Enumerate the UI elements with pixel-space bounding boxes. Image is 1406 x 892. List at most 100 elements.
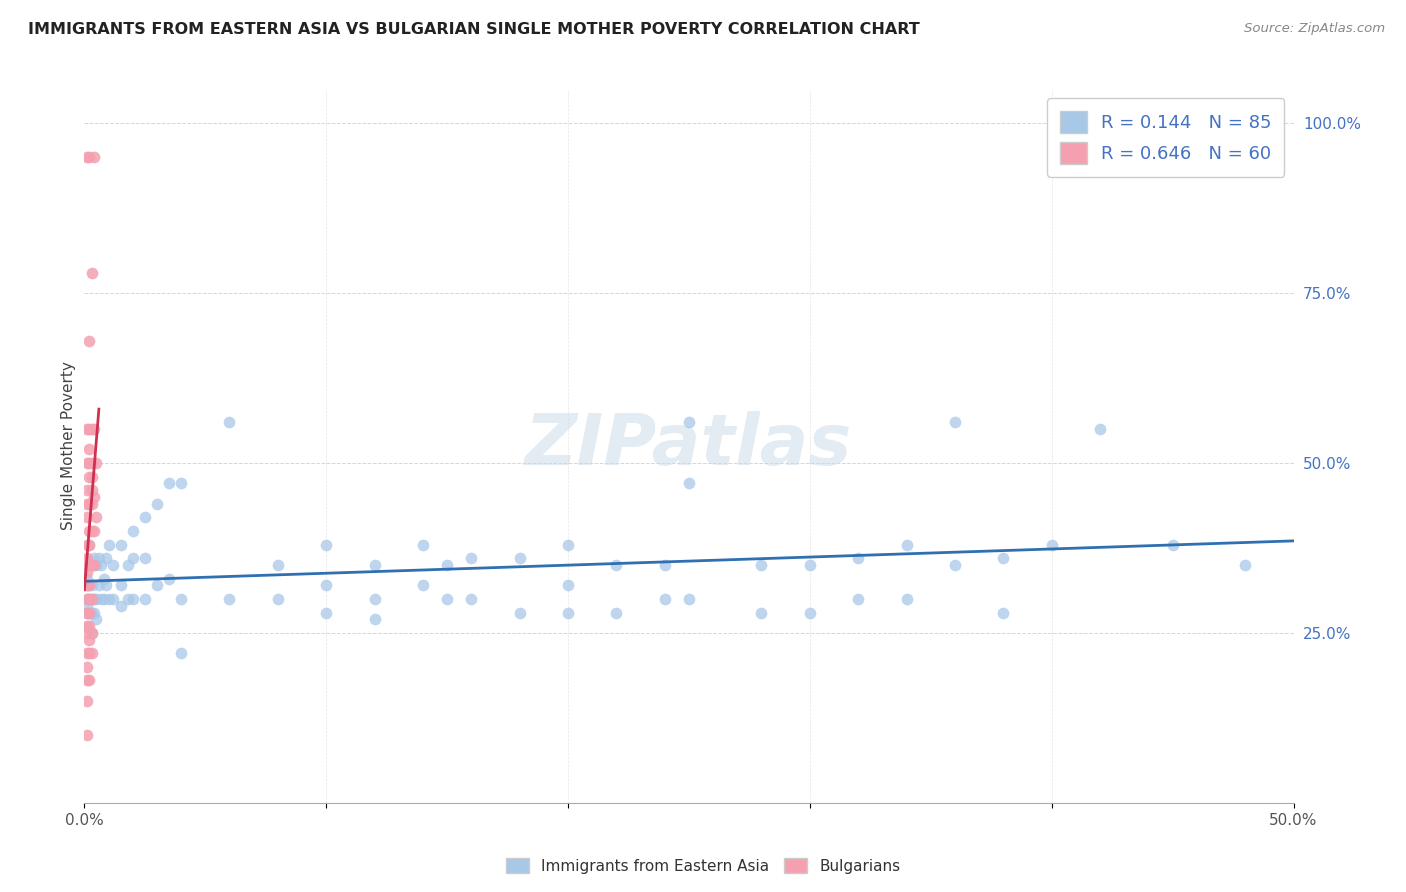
Point — [170, 476, 193, 491]
Point — [103, 591, 125, 606]
Point — [846, 591, 869, 606]
Point — [557, 578, 579, 592]
Point — [218, 591, 240, 606]
Point — [315, 606, 337, 620]
Point — [117, 591, 139, 606]
Point — [1088, 422, 1111, 436]
Point — [76, 660, 98, 674]
Point — [678, 415, 700, 429]
Point — [315, 578, 337, 592]
Text: ZIPatlas: ZIPatlas — [526, 411, 852, 481]
Y-axis label: Single Mother Poverty: Single Mother Poverty — [60, 361, 76, 531]
Point — [80, 497, 103, 511]
Point — [460, 591, 482, 606]
Point — [77, 619, 100, 633]
Point — [557, 537, 579, 551]
Point — [121, 524, 143, 538]
Point — [76, 537, 98, 551]
Point — [121, 551, 143, 566]
Point — [77, 578, 100, 592]
Point — [157, 572, 180, 586]
Point — [76, 591, 98, 606]
Point — [654, 591, 676, 606]
Point — [1040, 537, 1063, 551]
Point — [218, 415, 240, 429]
Point — [77, 673, 100, 688]
Point — [436, 591, 458, 606]
Point — [170, 646, 193, 660]
Point — [80, 422, 103, 436]
Point — [90, 591, 112, 606]
Point — [993, 606, 1015, 620]
Point — [77, 537, 100, 551]
Point — [83, 150, 105, 164]
Point — [77, 558, 100, 572]
Point — [943, 558, 966, 572]
Point — [157, 476, 180, 491]
Point — [460, 551, 482, 566]
Point — [87, 578, 110, 592]
Point — [83, 551, 105, 566]
Point — [605, 558, 627, 572]
Point — [121, 591, 143, 606]
Point — [110, 537, 132, 551]
Point — [94, 551, 117, 566]
Point — [76, 619, 98, 633]
Point — [363, 612, 385, 626]
Point — [509, 551, 531, 566]
Point — [76, 551, 98, 566]
Point — [86, 612, 108, 626]
Point — [77, 469, 100, 483]
Point — [76, 565, 98, 579]
Point — [83, 591, 105, 606]
Text: IMMIGRANTS FROM EASTERN ASIA VS BULGARIAN SINGLE MOTHER POVERTY CORRELATION CHAR: IMMIGRANTS FROM EASTERN ASIA VS BULGARIA… — [28, 22, 920, 37]
Point — [315, 537, 337, 551]
Point — [77, 632, 100, 647]
Point — [93, 591, 115, 606]
Point — [97, 537, 120, 551]
Point — [799, 606, 821, 620]
Point — [436, 558, 458, 572]
Point — [80, 558, 103, 572]
Point — [76, 626, 98, 640]
Point — [76, 646, 98, 660]
Point — [76, 578, 98, 592]
Point — [76, 673, 98, 688]
Point — [77, 646, 100, 660]
Point — [83, 524, 105, 538]
Point — [76, 483, 98, 498]
Point — [678, 591, 700, 606]
Point — [896, 591, 918, 606]
Point — [77, 591, 100, 606]
Point — [93, 572, 115, 586]
Point — [83, 490, 105, 504]
Point — [77, 578, 100, 592]
Point — [94, 578, 117, 592]
Point — [90, 558, 112, 572]
Point — [1161, 537, 1184, 551]
Point — [993, 551, 1015, 566]
Point — [76, 422, 98, 436]
Point — [80, 606, 103, 620]
Point — [76, 456, 98, 470]
Point — [412, 537, 434, 551]
Point — [80, 469, 103, 483]
Point — [76, 599, 98, 613]
Point — [80, 483, 103, 498]
Point — [799, 558, 821, 572]
Point — [146, 497, 169, 511]
Point — [87, 551, 110, 566]
Point — [134, 591, 156, 606]
Point — [77, 558, 100, 572]
Point — [77, 606, 100, 620]
Point — [80, 591, 103, 606]
Point — [76, 572, 98, 586]
Point — [76, 606, 98, 620]
Point — [110, 578, 132, 592]
Point — [896, 537, 918, 551]
Point — [77, 497, 100, 511]
Point — [77, 606, 100, 620]
Point — [412, 578, 434, 592]
Point — [83, 422, 105, 436]
Point — [363, 558, 385, 572]
